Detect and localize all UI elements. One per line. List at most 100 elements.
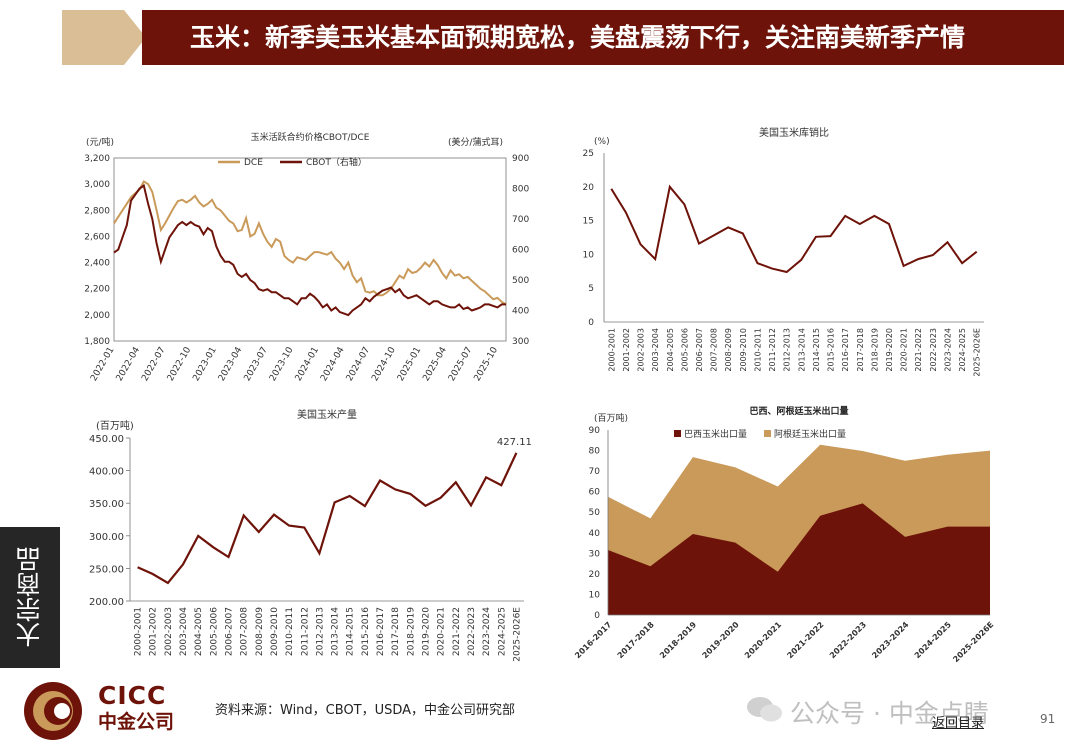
y-tick-label: 20	[583, 183, 595, 193]
x-tick-label: 2014-2015	[346, 607, 356, 656]
logo-text-en: CICC	[98, 681, 167, 710]
x-tick-label: 2015-2016	[361, 607, 371, 656]
chart-stock-to-use: 美国玉米库销比 (%) 0 5 10 15 20 25 2000-2001 2001-2002 20…	[583, 126, 984, 377]
y-tick-label-right: 300	[512, 337, 529, 347]
y-tick-label: 300.00	[89, 532, 124, 543]
y-tick-label-right: 900	[512, 154, 529, 164]
y-tick-label: 15	[583, 217, 594, 227]
y-tick-label-right: 400	[512, 307, 529, 317]
x-tick-label: 2014-2015	[812, 328, 821, 372]
y-tick-label-right: 500	[512, 276, 529, 286]
x-tick-label: 2005-2006	[680, 328, 689, 372]
title-bar	[142, 10, 1064, 65]
side-tab	[0, 527, 60, 668]
legend-label: CBOT（右轴）	[306, 156, 367, 168]
series-line	[610, 184, 978, 274]
x-tick-label: 2010-2011	[285, 607, 295, 656]
back-to-contents-link[interactable]: 返回目录	[932, 716, 985, 731]
chart-title: 巴西、阿根廷玉米出口量	[749, 405, 848, 417]
chart-sa-exports: 巴西、阿根廷玉米出口量 (百万吨) 0 10 20 30 40 50 60 70 80 90 2016-…	[573, 405, 995, 664]
x-tick-label: 2003-2004	[179, 607, 189, 656]
y-tick-label-left: 2,400	[84, 259, 110, 269]
y-tick-label: 90	[589, 426, 601, 436]
x-tick-label: 2000-2001	[607, 328, 616, 372]
x-tick-label: 2025-04	[421, 345, 449, 383]
y-tick-label: 10	[583, 250, 595, 260]
legend-label: 阿根廷玉米出口量	[774, 428, 846, 440]
y-tick-label: 25	[583, 149, 594, 159]
x-tick-label: 2009-2010	[270, 607, 280, 656]
plot-frame	[113, 157, 507, 342]
x-tick-label: 2007-2008	[710, 328, 719, 372]
chart-us-production: 美国玉米产量 (百万吨) 200.00 250.00 300.00 350.00 400.0…	[89, 408, 532, 662]
legend-label: 巴西玉米出口量	[684, 428, 747, 440]
x-tick-label: 2018-2019	[870, 328, 879, 372]
x-tick-label: 2001-2002	[149, 607, 159, 656]
x-tick-label: 2006-2007	[225, 607, 235, 656]
y-tick-label: 30	[589, 549, 601, 559]
x-tick-label: 2022-2023	[467, 607, 477, 656]
x-tick-label: 2003-2004	[651, 328, 660, 372]
chart-title: 美国玉米产量	[297, 408, 357, 421]
y-tick-label: 0	[594, 611, 600, 621]
source-note: 资料来源：Wind，CBOT，USDA，中金公司研究部	[215, 703, 516, 718]
y-tick-label-left: 1,800	[84, 337, 110, 347]
x-tick-label: 2020-2021	[743, 620, 784, 661]
x-tick-label: 2017-2018	[856, 328, 865, 372]
chart-title: 玉米活跃合约价格CBOT/DCE	[251, 131, 370, 143]
x-tick-label: 2012-2013	[783, 328, 792, 372]
x-tick-label: 2004-2005	[666, 328, 675, 372]
side-tab-label: 大宗商品	[15, 547, 44, 648]
x-tick-label: 2020-2021	[900, 328, 909, 372]
logo-text-cn: 中金公司	[98, 711, 175, 733]
y-tick-label: 350.00	[89, 499, 124, 510]
y-tick-label: 40	[589, 529, 601, 539]
x-tick-label: 2021-2022	[785, 620, 825, 660]
y-tick-label-left: 2,000	[84, 311, 110, 321]
y-axis-label: (%)	[594, 137, 610, 147]
series-line	[137, 452, 518, 585]
x-tick-label: 2025-2026E	[512, 607, 522, 662]
x-tick-label: 2009-2010	[739, 328, 748, 372]
x-tick-label: 2017-2018	[391, 607, 401, 656]
y-tick-label: 450.00	[89, 434, 124, 445]
x-tick-label: 2002-2003	[164, 607, 174, 656]
y-tick-label: 250.00	[89, 564, 124, 575]
x-tick-label: 2019-2020	[422, 607, 432, 656]
x-tick-label: 2015-2016	[827, 328, 836, 372]
x-tick-label: 2023-2024	[870, 620, 911, 661]
x-tick-label: 2013-2014	[331, 607, 341, 656]
y-axis-label-right: (美分/蒲式耳)	[448, 136, 503, 148]
x-tick-label: 2024-07	[345, 346, 372, 384]
x-tick-label: 2019-2020	[701, 620, 742, 661]
x-tick-label: 2011-2012	[768, 328, 777, 372]
y-tick-label: 60	[589, 488, 601, 498]
chart-title: 美国玉米库销比	[759, 126, 829, 139]
wechat-icon	[747, 697, 782, 722]
title-chevron	[62, 10, 146, 65]
page-title: 玉米：新季美玉米基本面预期宽松，美盘震荡下行，关注南美新季产情	[190, 23, 966, 52]
x-tick-label: 2018-2019	[658, 620, 699, 661]
y-tick-label-left: 2,800	[84, 206, 110, 216]
x-tick-label: 2021-2022	[914, 328, 923, 372]
x-tick-label: 2018-2019	[406, 607, 416, 656]
x-tick-label: 2016-2017	[841, 328, 850, 372]
x-tick-label: 2016-2017	[376, 607, 386, 656]
x-tick-label: 2024-2025	[497, 607, 507, 656]
x-tick-label: 2000-2001	[134, 607, 144, 656]
y-tick-label: 200.00	[89, 597, 124, 608]
y-tick-label: 0	[588, 318, 594, 328]
y-tick-label: 400.00	[89, 467, 124, 478]
y-tick-label-left: 3,000	[84, 180, 110, 190]
x-tick-label: 2022-07	[140, 346, 167, 384]
y-axis-label-left: (元/吨)	[86, 136, 114, 148]
x-tick-label: 2008-2009	[724, 328, 733, 372]
x-tick-label: 2005-2006	[209, 607, 219, 656]
x-tick-label: 2025-07	[447, 346, 474, 384]
x-tick-label: 2001-2002	[622, 328, 631, 372]
x-tick-label: 2011-2012	[300, 607, 310, 656]
data-label: 427.11	[497, 437, 532, 448]
x-tick-label: 2025-01	[396, 346, 423, 384]
x-tick-label: 2025-2026E	[951, 620, 995, 664]
y-tick-label: 80	[589, 447, 601, 457]
